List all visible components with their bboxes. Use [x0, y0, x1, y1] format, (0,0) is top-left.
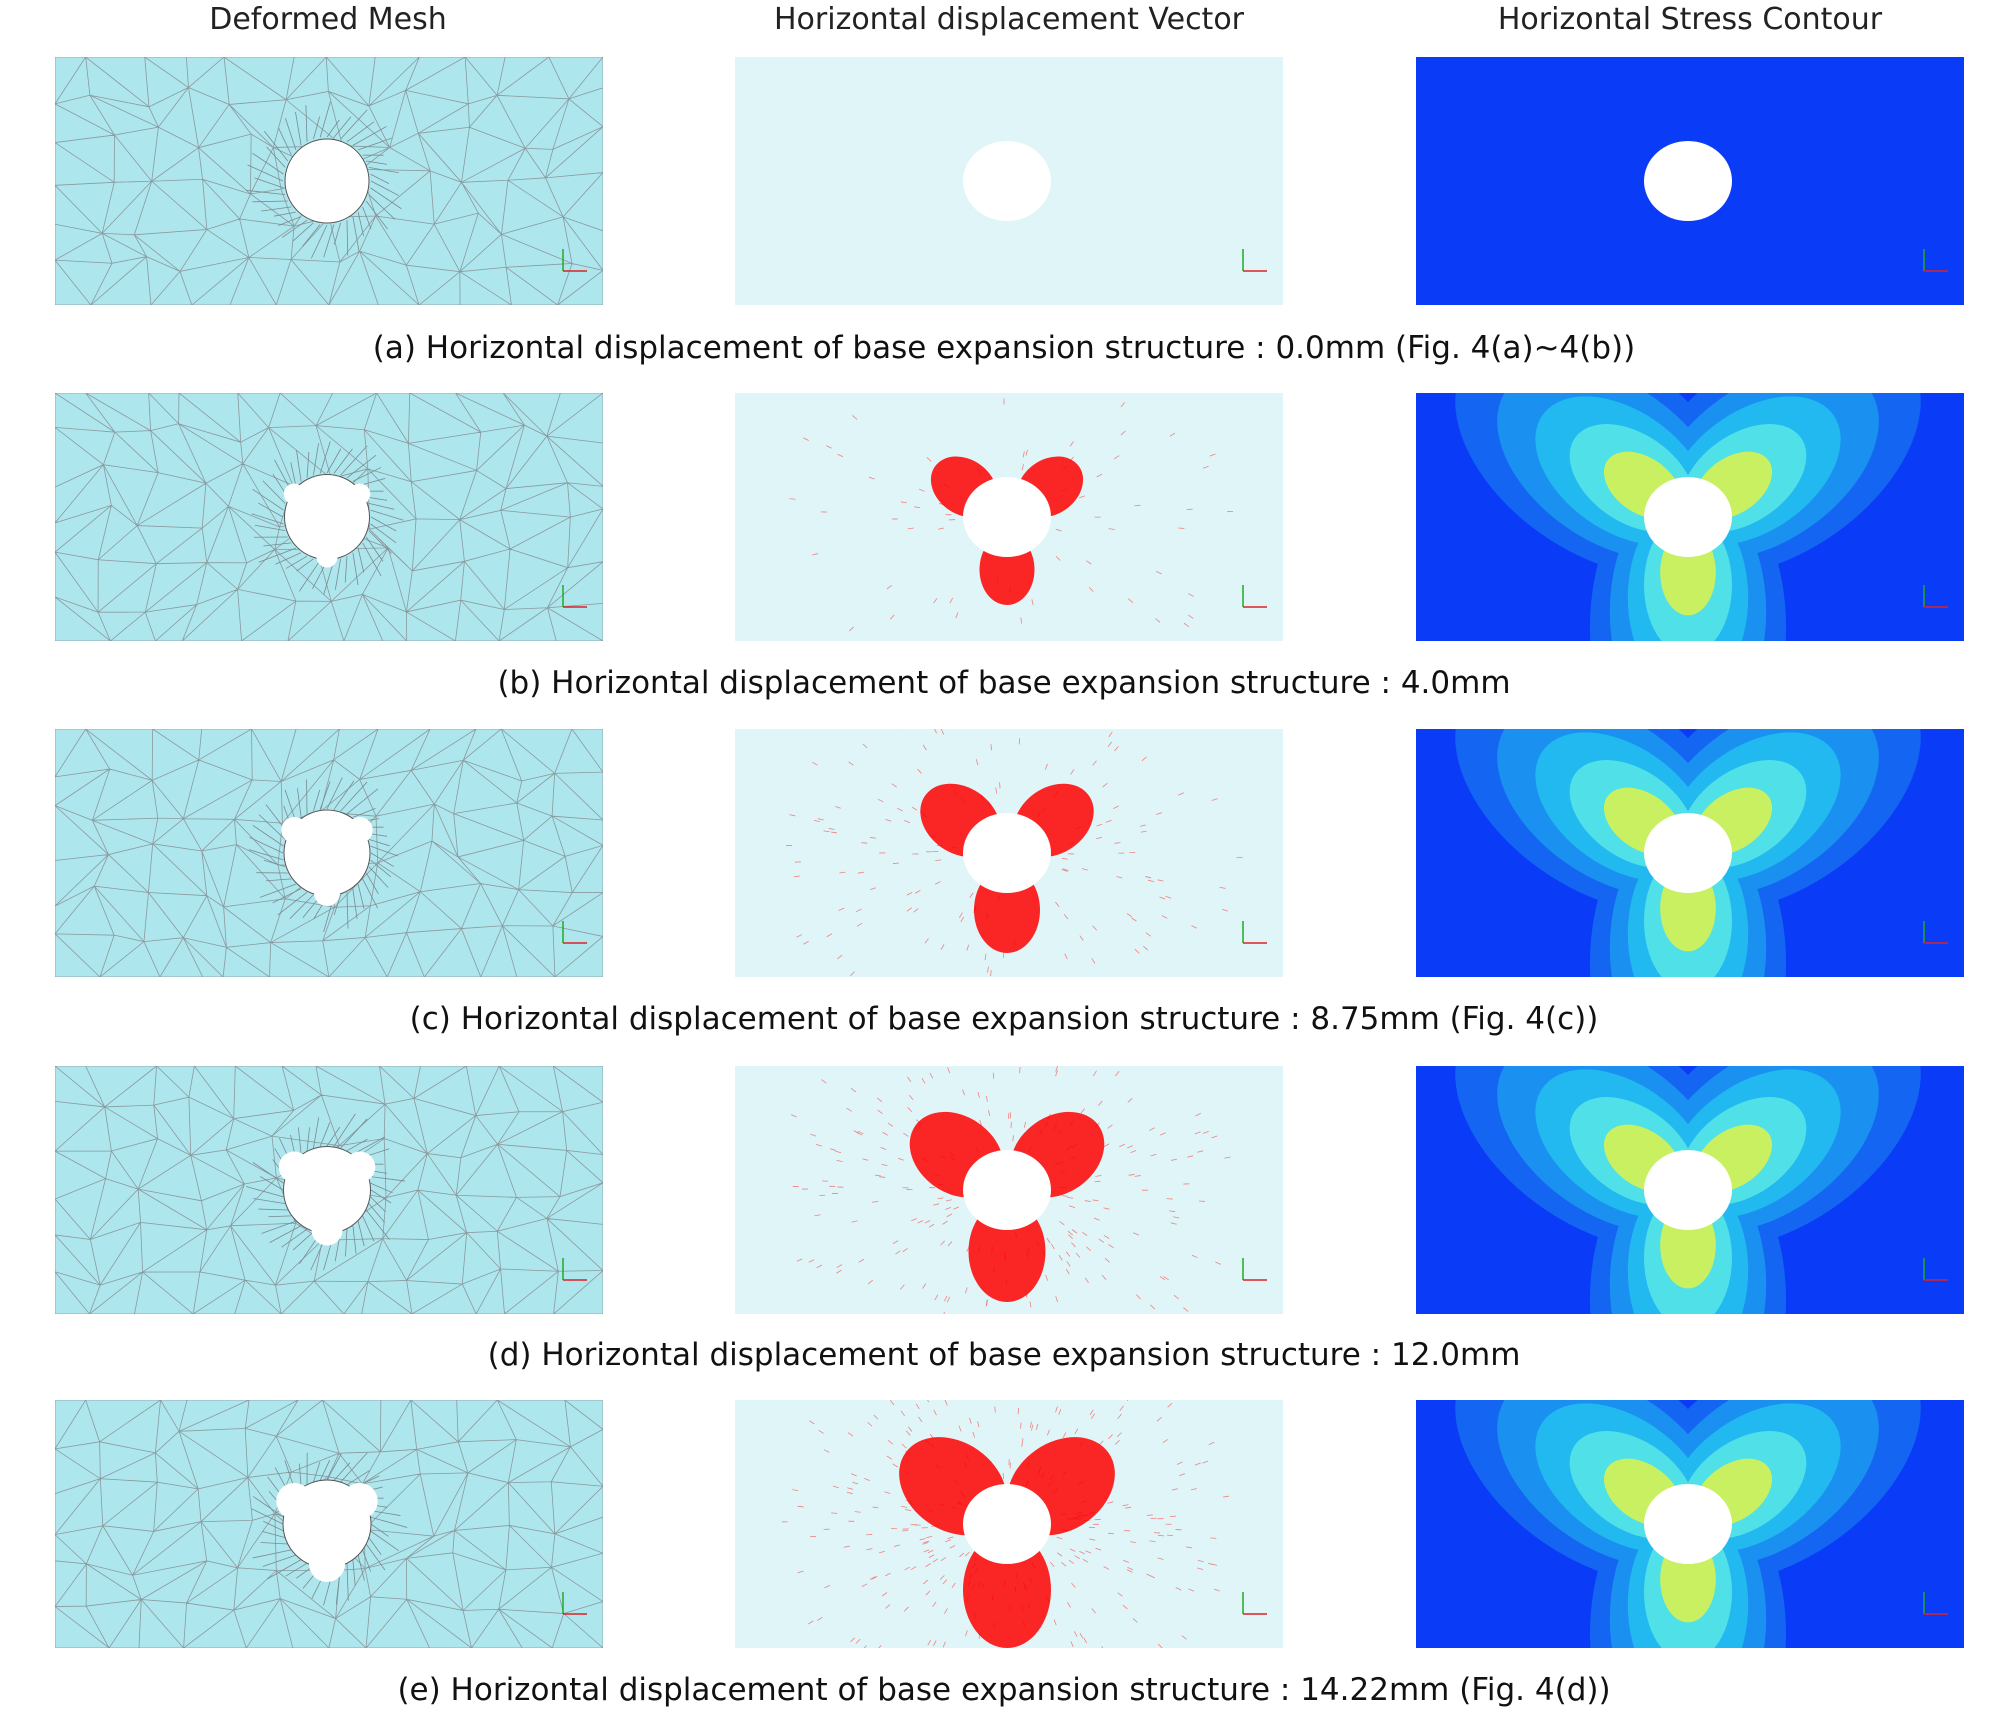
result-panel	[1416, 57, 1964, 305]
column-header: Deformed Mesh	[209, 2, 447, 37]
result-panel	[55, 393, 603, 641]
result-panel	[735, 57, 1283, 305]
hole	[1644, 813, 1732, 893]
mesh-refined	[248, 777, 399, 932]
mesh-lines	[55, 1066, 603, 1314]
hole-expansion	[311, 1214, 343, 1246]
hole-expansion	[314, 880, 340, 906]
result-panel	[735, 393, 1283, 641]
result-panel	[735, 1400, 1283, 1648]
mesh-lines	[55, 729, 603, 977]
mesh-refined	[251, 441, 404, 595]
vector-arrows	[789, 393, 1234, 641]
mesh-refined	[245, 101, 402, 259]
hole	[1644, 141, 1732, 221]
vector-lobe	[968, 1201, 1046, 1302]
hole-expansion	[283, 483, 305, 505]
hole	[963, 477, 1051, 557]
column-header: Horizontal Stress Contour	[1497, 2, 1883, 37]
hole-expansion	[278, 1151, 310, 1183]
mesh-lines	[55, 1400, 603, 1648]
result-panel	[735, 729, 1283, 977]
hole	[963, 1150, 1051, 1230]
vector-lobe	[963, 1532, 1051, 1648]
hole-expansion	[349, 483, 371, 505]
caption: (a) Horizontal displacement of base expa…	[372, 330, 1636, 366]
hole-expansion	[316, 546, 338, 568]
hole-expansion	[341, 1483, 378, 1520]
mesh-lines	[55, 57, 603, 305]
result-panel	[55, 1066, 603, 1314]
hole-expansion	[309, 1546, 345, 1582]
vector-arrows	[790, 1066, 1231, 1314]
result-panel	[55, 1400, 603, 1648]
hole	[963, 813, 1051, 893]
hole-expansion	[281, 817, 308, 844]
caption: (b) Horizontal displacement of base expa…	[497, 665, 1511, 701]
hole	[1644, 1484, 1732, 1564]
result-panel	[1416, 393, 1964, 641]
result-panel	[55, 57, 603, 305]
result-panel	[1416, 1066, 1964, 1314]
result-panel	[1416, 1400, 1964, 1648]
hole	[284, 138, 370, 224]
vector-arrows	[786, 729, 1243, 977]
hole-expansion	[344, 1151, 376, 1183]
hole	[1644, 1150, 1732, 1230]
hole	[963, 141, 1051, 221]
column-header: Horizontal displacement Vector	[773, 2, 1245, 37]
hole-expansion	[346, 817, 373, 844]
caption: (c) Horizontal displacement of base expa…	[409, 1001, 1599, 1037]
caption: (d) Horizontal displacement of base expa…	[487, 1337, 1521, 1373]
result-panel	[735, 1066, 1283, 1314]
caption: (e) Horizontal displacement of base expa…	[397, 1672, 1611, 1708]
hole-expansion	[276, 1483, 313, 1520]
result-panel	[1416, 729, 1964, 977]
result-panel	[55, 729, 603, 977]
hole	[963, 1484, 1051, 1564]
hole	[1644, 477, 1732, 557]
